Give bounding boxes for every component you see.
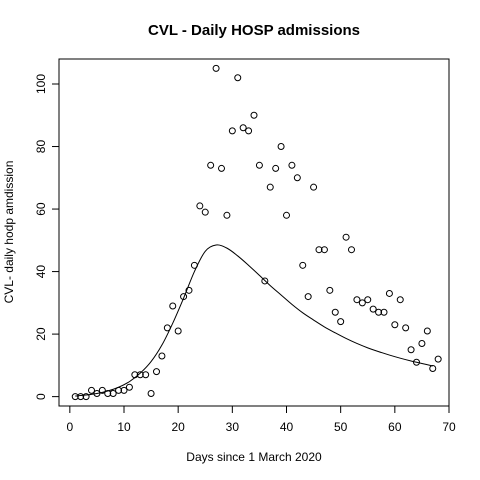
- data-point: [402, 324, 410, 332]
- data-point: [310, 183, 318, 191]
- data-point: [207, 161, 215, 169]
- data-point: [196, 202, 204, 210]
- data-point: [391, 321, 399, 329]
- data-point: [255, 161, 263, 169]
- data-point: [418, 339, 426, 347]
- data-point: [277, 143, 285, 151]
- fitted-curve: [75, 244, 433, 397]
- y-tick-label: 20: [34, 327, 48, 341]
- data-point: [77, 393, 85, 401]
- y-tick-label: 0: [34, 393, 48, 400]
- data-point: [212, 64, 220, 72]
- data-point: [234, 74, 242, 82]
- y-tick-label: 80: [34, 140, 48, 154]
- data-point: [153, 368, 160, 376]
- data-point: [201, 208, 209, 216]
- data-point: [93, 389, 101, 397]
- data-point: [125, 383, 133, 391]
- data-point: [147, 389, 155, 397]
- data-point: [272, 164, 280, 172]
- y-axis-label: CVL- daily hodp amdission: [2, 161, 16, 304]
- data-point: [337, 318, 345, 326]
- plot-frame: [58, 58, 450, 407]
- data-point: [185, 286, 193, 294]
- data-point: [88, 386, 95, 394]
- y-tick-label: 60: [34, 202, 48, 216]
- data-point: [315, 246, 323, 254]
- data-point: [429, 364, 437, 372]
- data-point: [288, 161, 296, 169]
- x-tick-label: 60: [388, 420, 402, 434]
- data-point: [407, 346, 415, 354]
- data-points: [71, 64, 442, 401]
- data-point: [98, 386, 106, 394]
- data-point: [326, 286, 334, 294]
- y-tick-label: 40: [34, 265, 48, 279]
- data-point: [109, 389, 117, 397]
- data-point: [131, 371, 139, 379]
- data-point: [245, 127, 253, 135]
- data-point: [423, 327, 431, 335]
- data-point: [320, 246, 328, 254]
- x-tick-label: 40: [280, 420, 294, 434]
- data-point: [364, 296, 372, 304]
- data-point: [136, 371, 144, 379]
- data-point: [169, 302, 177, 310]
- data-point: [104, 389, 112, 397]
- data-point: [82, 393, 90, 401]
- data-point: [223, 211, 231, 219]
- data-point: [375, 308, 383, 316]
- data-point: [358, 299, 366, 307]
- data-point: [342, 233, 350, 241]
- data-point: [228, 127, 236, 135]
- data-point: [174, 327, 182, 335]
- data-point: [142, 371, 150, 379]
- data-point: [190, 261, 198, 269]
- data-point: [331, 308, 339, 316]
- data-point: [434, 355, 442, 363]
- chart-title: CVL - Daily HOSP admissions: [148, 22, 360, 39]
- x-tick-label: 10: [117, 420, 131, 434]
- x-axis: 0 10 20 30 40 50 60 70: [66, 405, 456, 434]
- data-point: [353, 296, 361, 304]
- x-tick-label: 20: [171, 420, 185, 434]
- data-point: [304, 293, 312, 301]
- data-point: [261, 277, 269, 285]
- data-point: [71, 393, 79, 401]
- data-point: [396, 296, 404, 304]
- data-point: [369, 305, 377, 313]
- data-point: [299, 261, 307, 269]
- data-point: [158, 352, 166, 360]
- x-tick-label: 30: [226, 420, 240, 434]
- data-point: [218, 164, 225, 172]
- data-point: [413, 358, 420, 366]
- data-point: [250, 111, 258, 119]
- data-point: [239, 124, 247, 132]
- data-point: [293, 174, 301, 182]
- x-tick-label: 50: [334, 420, 348, 434]
- data-point: [385, 289, 393, 297]
- x-tick-label: 0: [66, 420, 73, 434]
- data-point: [348, 246, 355, 254]
- data-point: [283, 211, 290, 219]
- data-point: [380, 308, 388, 316]
- data-point: [120, 386, 128, 394]
- data-point: [180, 293, 188, 301]
- x-axis-label: Days since 1 March 2020: [186, 450, 322, 464]
- data-point: [266, 183, 274, 191]
- data-point: [163, 324, 171, 332]
- x-tick-label: 70: [442, 420, 456, 434]
- data-point: [115, 386, 123, 394]
- y-axis: 0 20 40 60 80 100: [34, 74, 60, 400]
- y-tick-label: 100: [34, 74, 48, 94]
